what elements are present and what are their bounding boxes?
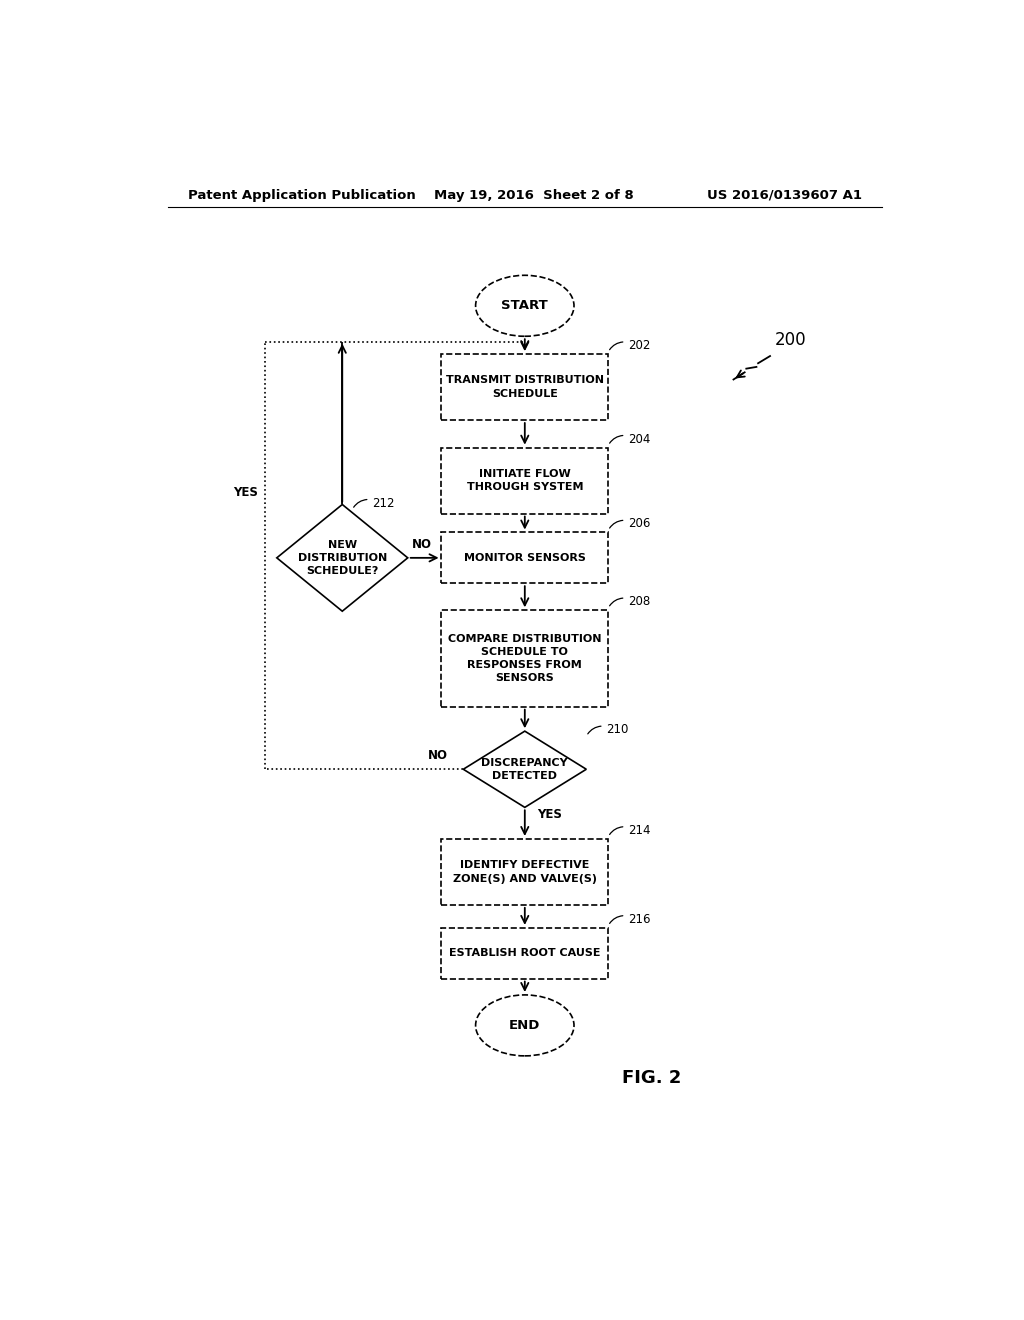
Text: 212: 212 bbox=[372, 496, 394, 510]
Text: COMPARE DISTRIBUTION
SCHEDULE TO
RESPONSES FROM
SENSORS: COMPARE DISTRIBUTION SCHEDULE TO RESPONS… bbox=[449, 634, 601, 684]
Text: START: START bbox=[502, 300, 548, 313]
Text: NEW
DISTRIBUTION
SCHEDULE?: NEW DISTRIBUTION SCHEDULE? bbox=[298, 540, 387, 576]
FancyBboxPatch shape bbox=[441, 447, 608, 513]
Text: INITIATE FLOW
THROUGH SYSTEM: INITIATE FLOW THROUGH SYSTEM bbox=[467, 469, 583, 492]
Polygon shape bbox=[463, 731, 587, 808]
Text: 200: 200 bbox=[775, 331, 807, 350]
Text: 206: 206 bbox=[628, 517, 650, 531]
Ellipse shape bbox=[475, 276, 574, 337]
Text: 210: 210 bbox=[606, 723, 629, 737]
FancyBboxPatch shape bbox=[441, 840, 608, 906]
Polygon shape bbox=[276, 504, 408, 611]
FancyBboxPatch shape bbox=[441, 610, 608, 706]
Text: FIG. 2: FIG. 2 bbox=[623, 1069, 681, 1088]
Text: NO: NO bbox=[428, 748, 447, 762]
Text: DISCREPANCY
DETECTED: DISCREPANCY DETECTED bbox=[481, 758, 568, 781]
Text: ESTABLISH ROOT CAUSE: ESTABLISH ROOT CAUSE bbox=[450, 948, 600, 958]
FancyBboxPatch shape bbox=[441, 928, 608, 978]
Text: IDENTIFY DEFECTIVE
ZONE(S) AND VALVE(S): IDENTIFY DEFECTIVE ZONE(S) AND VALVE(S) bbox=[453, 861, 597, 883]
Text: YES: YES bbox=[233, 486, 258, 499]
Text: YES: YES bbox=[537, 808, 561, 821]
Text: Patent Application Publication: Patent Application Publication bbox=[187, 189, 416, 202]
Text: 214: 214 bbox=[628, 824, 650, 837]
Text: 208: 208 bbox=[628, 595, 650, 609]
Text: US 2016/0139607 A1: US 2016/0139607 A1 bbox=[708, 189, 862, 202]
Text: MONITOR SENSORS: MONITOR SENSORS bbox=[464, 553, 586, 562]
Text: END: END bbox=[509, 1019, 541, 1032]
Text: NO: NO bbox=[412, 537, 432, 550]
Text: 204: 204 bbox=[628, 433, 650, 446]
FancyBboxPatch shape bbox=[441, 532, 608, 583]
Text: 216: 216 bbox=[628, 913, 650, 925]
FancyBboxPatch shape bbox=[441, 354, 608, 420]
Text: May 19, 2016  Sheet 2 of 8: May 19, 2016 Sheet 2 of 8 bbox=[433, 189, 633, 202]
Ellipse shape bbox=[475, 995, 574, 1056]
Text: TRANSMIT DISTRIBUTION
SCHEDULE: TRANSMIT DISTRIBUTION SCHEDULE bbox=[445, 375, 604, 399]
Text: 202: 202 bbox=[628, 339, 650, 352]
